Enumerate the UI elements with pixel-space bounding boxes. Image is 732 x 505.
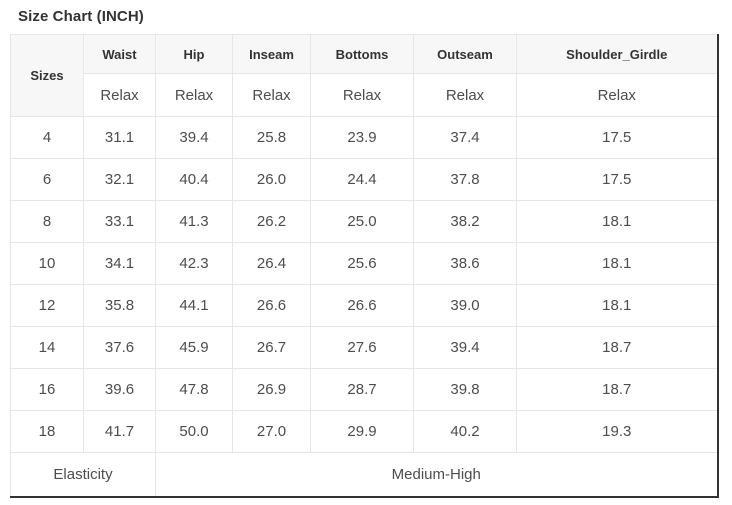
table-row: 18 41.7 50.0 27.0 29.9 40.2 19.3 bbox=[10, 410, 718, 453]
value-cell: 39.0 bbox=[413, 284, 517, 327]
column-header-waist: Waist bbox=[83, 34, 156, 74]
value-cell: 37.4 bbox=[413, 116, 517, 159]
value-cell: 39.6 bbox=[83, 368, 156, 411]
value-cell: 26.4 bbox=[232, 242, 311, 285]
value-cell: 26.2 bbox=[232, 200, 311, 243]
sub-header-shoulder-girdle-relax: Relax bbox=[516, 73, 718, 117]
value-cell: 40.4 bbox=[155, 158, 233, 201]
table-row: 6 32.1 40.4 26.0 24.4 37.8 17.5 bbox=[10, 158, 718, 201]
value-cell: 26.7 bbox=[232, 326, 311, 369]
corner-header-sizes: Sizes bbox=[10, 34, 84, 117]
value-cell: 37.6 bbox=[83, 326, 156, 369]
value-cell: 29.9 bbox=[310, 410, 414, 453]
value-cell: 39.4 bbox=[155, 116, 233, 159]
value-cell: 18.1 bbox=[516, 242, 718, 285]
size-cell: 12 bbox=[10, 284, 84, 327]
size-chart-header: Sizes Waist Hip Inseam Bottoms Outseam S… bbox=[10, 34, 718, 117]
value-cell: 18.1 bbox=[516, 284, 718, 327]
sub-header-row: Relax Relax Relax Relax Relax Relax bbox=[11, 73, 718, 117]
value-cell: 18.7 bbox=[516, 326, 718, 369]
size-cell: 16 bbox=[10, 368, 84, 411]
value-cell: 26.6 bbox=[232, 284, 311, 327]
value-cell: 47.8 bbox=[155, 368, 233, 411]
value-cell: 26.9 bbox=[232, 368, 311, 411]
table-row: 14 37.6 45.9 26.7 27.6 39.4 18.7 bbox=[10, 326, 718, 369]
column-header-outseam: Outseam bbox=[413, 34, 517, 74]
value-cell: 41.3 bbox=[155, 200, 233, 243]
value-cell: 26.6 bbox=[310, 284, 414, 327]
value-cell: 42.3 bbox=[155, 242, 233, 285]
sub-header-inseam-relax: Relax bbox=[232, 73, 311, 117]
value-cell: 39.8 bbox=[413, 368, 517, 411]
value-cell: 39.4 bbox=[413, 326, 517, 369]
value-cell: 23.9 bbox=[310, 116, 414, 159]
sub-header-waist-relax: Relax bbox=[83, 73, 156, 117]
sub-header-bottoms-relax: Relax bbox=[310, 73, 414, 117]
table-row: 4 31.1 39.4 25.8 23.9 37.4 17.5 bbox=[10, 116, 718, 159]
value-cell: 45.9 bbox=[155, 326, 233, 369]
value-cell: 17.5 bbox=[516, 116, 718, 159]
size-table-body: 4 31.1 39.4 25.8 23.9 37.4 17.5 6 32.1 40.4 26.0 24… bbox=[10, 116, 718, 453]
table-row: 12 35.8 44.1 26.6 26.6 39.0 18.1 bbox=[10, 284, 718, 327]
value-cell: 17.5 bbox=[516, 158, 718, 201]
value-cell: 41.7 bbox=[83, 410, 156, 453]
value-cell: 34.1 bbox=[83, 242, 156, 285]
value-cell: 35.8 bbox=[83, 284, 156, 327]
elasticity-label: Elasticity bbox=[10, 452, 156, 498]
elasticity-row: Elasticity Medium-High bbox=[10, 452, 718, 498]
column-header-inseam: Inseam bbox=[232, 34, 311, 74]
elasticity-value: Medium-High bbox=[155, 452, 718, 498]
size-chart-footer: Elasticity Medium-High bbox=[10, 452, 718, 498]
value-cell: 24.4 bbox=[310, 158, 414, 201]
value-cell: 44.1 bbox=[155, 284, 233, 327]
column-header-row: Sizes Waist Hip Inseam Bottoms Outseam S… bbox=[10, 34, 718, 117]
size-cell: 8 bbox=[10, 200, 84, 243]
value-cell: 25.8 bbox=[232, 116, 311, 159]
sub-header-hip-relax: Relax bbox=[155, 73, 233, 117]
column-header-shoulder-girdle: Shoulder_Girdle bbox=[516, 34, 718, 74]
size-cell: 10 bbox=[10, 242, 84, 285]
value-cell: 25.0 bbox=[310, 200, 414, 243]
sub-header-outseam-relax: Relax bbox=[413, 73, 517, 117]
size-cell: 18 bbox=[10, 410, 84, 453]
value-cell: 31.1 bbox=[83, 116, 156, 159]
value-cell: 37.8 bbox=[413, 158, 517, 201]
value-cell: 25.6 bbox=[310, 242, 414, 285]
value-cell: 18.1 bbox=[516, 200, 718, 243]
value-cell: 32.1 bbox=[83, 158, 156, 201]
value-cell: 18.7 bbox=[516, 368, 718, 411]
value-cell: 19.3 bbox=[516, 410, 718, 453]
value-cell: 50.0 bbox=[155, 410, 233, 453]
size-chart-table: Sizes Waist Hip Inseam Bottoms Outseam S… bbox=[10, 34, 719, 498]
value-cell: 27.0 bbox=[232, 410, 311, 453]
column-header-hip: Hip bbox=[155, 34, 233, 74]
value-cell: 38.2 bbox=[413, 200, 517, 243]
table-row: 10 34.1 42.3 26.4 25.6 38.6 18.1 bbox=[10, 242, 718, 285]
size-cell: 6 bbox=[10, 158, 84, 201]
value-cell: 27.6 bbox=[310, 326, 414, 369]
value-cell: 26.0 bbox=[232, 158, 311, 201]
table-row: 16 39.6 47.8 26.9 28.7 39.8 18.7 bbox=[10, 368, 718, 411]
table-row: 8 33.1 41.3 26.2 25.0 38.2 18.1 bbox=[10, 200, 718, 243]
value-cell: 38.6 bbox=[413, 242, 517, 285]
page-title: Size Chart (INCH) bbox=[18, 8, 144, 25]
size-cell: 4 bbox=[10, 116, 84, 159]
column-header-bottoms: Bottoms bbox=[310, 34, 414, 74]
value-cell: 28.7 bbox=[310, 368, 414, 411]
value-cell: 40.2 bbox=[413, 410, 517, 453]
value-cell: 33.1 bbox=[83, 200, 156, 243]
size-cell: 14 bbox=[10, 326, 84, 369]
